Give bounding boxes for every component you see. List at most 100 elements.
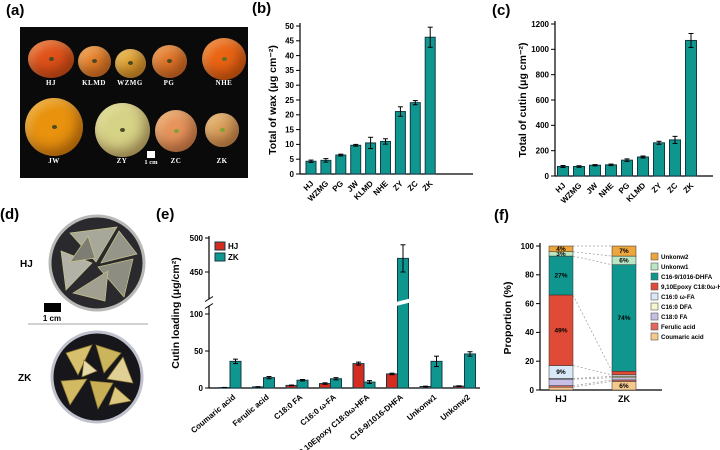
fruit-HJ — [28, 40, 74, 78]
panel-f-label: (f) — [494, 207, 509, 224]
tick-label: 100 — [521, 242, 535, 251]
legend-label: Coumaric acid — [661, 334, 704, 341]
legend-swatch-C18:0 FA — [650, 312, 659, 321]
segment-label: 74% — [617, 315, 630, 322]
scale-bar-label: 1 cm — [43, 314, 61, 323]
tick-label: 400 — [536, 121, 550, 130]
segment-9,10Epoxy C18:0ω-HFA-HJ — [548, 294, 574, 366]
panel-e-label: (e) — [156, 206, 175, 223]
segment-C18:0 FA-ZK — [611, 377, 637, 381]
connector-line — [572, 381, 613, 388]
segment-Coumaric acid-HJ — [548, 386, 574, 391]
bar-ZK-Unkonw2 — [464, 353, 476, 389]
fruit-KLMD — [77, 45, 111, 77]
tick-label: 50 — [285, 22, 294, 31]
fruit-ZY — [94, 103, 150, 157]
tick-label: 20 — [285, 111, 294, 120]
segment-label: 9% — [556, 369, 566, 376]
segment-C18:0 FA-HJ — [548, 378, 574, 386]
x-tick-label: ZK — [421, 179, 435, 193]
scale-bar-square — [147, 151, 155, 158]
cutin-fragment — [97, 258, 134, 298]
bar-ZK-Coumaric acid — [229, 360, 242, 389]
cutin-fragment — [106, 356, 134, 384]
fruit-PG — [151, 44, 187, 78]
cutin-fragment — [89, 380, 114, 410]
legend-label: ZK — [228, 253, 239, 262]
bar-WZMG — [573, 166, 585, 177]
tick-label: 0 — [290, 170, 295, 179]
segment-label: 6% — [619, 258, 629, 265]
bar-PG — [621, 159, 633, 177]
cutin-fragment — [81, 359, 98, 378]
legend-label: C16:0 DFA — [661, 304, 692, 311]
panel-b-label: (b) — [252, 0, 272, 17]
chart-f: 0 20 40 60 80 100 6% 9% 49% 27% 74% 3% 6% 4% 7% HJ ZK Unk… — [521, 242, 720, 404]
panel-c-label: (c) — [492, 2, 511, 19]
tick-label: 800 — [536, 70, 550, 79]
legend-swatch-Unkonw2 — [650, 252, 659, 261]
fruit-stem — [173, 129, 179, 133]
cutin-fragments-HJ — [60, 226, 138, 302]
bar-break-gap — [396, 298, 410, 306]
segment-label: 4% — [556, 246, 566, 253]
segment-label: 49% — [554, 327, 567, 334]
segment-label: 27% — [554, 273, 567, 280]
bar-ZC — [669, 139, 681, 177]
x-tick-label: NHE — [597, 181, 616, 200]
tick-label: 5 — [290, 155, 295, 164]
tick-label: 40 — [525, 328, 534, 337]
legend-label: Ferulic acid — [661, 324, 696, 331]
fruit-stem — [48, 57, 54, 61]
connector-line — [572, 377, 613, 380]
fruit-label-JW: JW — [48, 157, 60, 165]
segment-Unkonw2-HJ — [548, 245, 574, 253]
fruit-stem — [166, 59, 172, 63]
connector-line — [572, 379, 613, 387]
tick-label: 50 — [194, 347, 203, 356]
x-tick-label: ZC — [406, 179, 420, 193]
dish-label: ZK — [18, 373, 32, 384]
tick-label: 20 — [525, 357, 534, 366]
fruit-label-WZMG: WZMG — [117, 79, 143, 87]
tick-label: 25 — [285, 96, 294, 105]
legend-label: Unkonw2 — [661, 254, 689, 261]
scale-bar-label: 1 cm — [144, 159, 158, 166]
dish-label: HJ — [20, 259, 33, 270]
tick-label: 10 — [285, 140, 294, 149]
fruit-label-ZK: ZK — [216, 157, 228, 165]
fruit-ZC — [155, 110, 197, 152]
bar-ZK-C16-9/1016-DHFA — [397, 257, 409, 389]
cutin-fragment — [100, 230, 138, 264]
fruit-stem — [127, 61, 133, 65]
fruit-stem — [219, 128, 225, 132]
fruit-label-ZC: ZC — [170, 157, 182, 165]
fruit-JW — [25, 98, 83, 156]
fruit-stem — [119, 128, 125, 132]
tick-label: 600 — [536, 96, 550, 105]
legend-swatch-C16:0 DFA — [650, 302, 659, 311]
tick-label: 200 — [536, 146, 550, 155]
panel-d-photos: HJ 1 cm ZK — [18, 214, 148, 424]
x-tick-label: ZY — [650, 181, 664, 195]
legend-swatch-HJ — [214, 241, 226, 251]
fruit-ZK — [205, 113, 239, 147]
cutin-fragment — [108, 386, 132, 406]
tick-label: 0 — [199, 384, 204, 393]
segment-C16-9/1016-DHFA-ZK — [611, 264, 637, 372]
connector-line — [572, 251, 613, 257]
tick-label: 500 — [190, 234, 204, 243]
legend-label: C18:0 FA — [661, 314, 688, 321]
bar-ZC — [409, 102, 421, 175]
tick-label: 0 — [545, 172, 550, 181]
scale-bar-square — [44, 303, 61, 312]
x-tick-label: ZC — [666, 181, 680, 195]
fruit-stem — [51, 125, 57, 129]
connector-line — [572, 255, 613, 266]
axis-break-mark — [204, 303, 214, 309]
legend-label: C16-9/1016-DHFA — [661, 274, 713, 281]
x-tick-label: C18:0 FA — [272, 392, 304, 421]
